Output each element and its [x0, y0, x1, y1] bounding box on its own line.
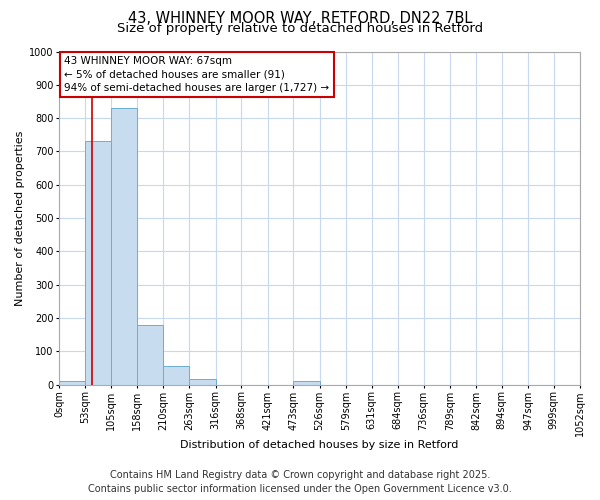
Bar: [190, 379, 215, 385]
Bar: [293, 382, 320, 385]
Text: Size of property relative to detached houses in Retford: Size of property relative to detached ho…: [117, 22, 483, 35]
Bar: [59, 382, 85, 385]
X-axis label: Distribution of detached houses by size in Retford: Distribution of detached houses by size …: [181, 440, 459, 450]
Bar: [137, 325, 163, 385]
Bar: [163, 366, 190, 385]
Y-axis label: Number of detached properties: Number of detached properties: [15, 130, 25, 306]
Bar: [111, 108, 137, 385]
Text: Contains HM Land Registry data © Crown copyright and database right 2025.
Contai: Contains HM Land Registry data © Crown c…: [88, 470, 512, 494]
Bar: [85, 142, 111, 385]
Text: 43 WHINNEY MOOR WAY: 67sqm
← 5% of detached houses are smaller (91)
94% of semi-: 43 WHINNEY MOOR WAY: 67sqm ← 5% of detac…: [64, 56, 329, 93]
Text: 43, WHINNEY MOOR WAY, RETFORD, DN22 7BL: 43, WHINNEY MOOR WAY, RETFORD, DN22 7BL: [128, 11, 472, 26]
